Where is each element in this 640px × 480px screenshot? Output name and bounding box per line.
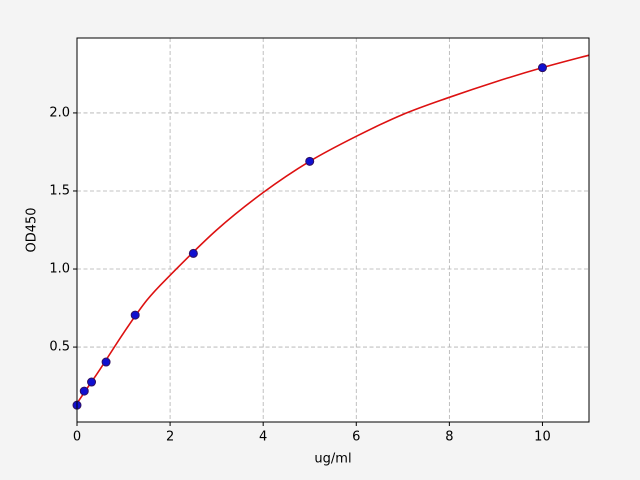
data-point [130,310,140,320]
x-tick-label: 10 [534,430,551,445]
x-tick-label: 2 [166,430,174,445]
x-axis-label: ug/ml [314,452,351,467]
y-tick-label: 1.5 [49,183,70,198]
data-point [305,156,315,166]
x-tick-label: 4 [259,430,267,445]
y-axis-label: OD450 [25,207,40,252]
data-point [537,63,547,73]
y-tick-label: 1.0 [49,262,70,277]
data-point [188,248,198,258]
data-point [87,377,97,387]
x-tick-label: 8 [445,430,453,445]
data-point [101,357,111,367]
plot-area [77,38,589,422]
y-tick-label: 2.0 [49,105,70,120]
x-tick-label: 0 [73,430,81,445]
plot-frame [76,37,590,423]
y-tick-label: 0.5 [49,340,70,355]
data-point [79,386,89,396]
x-tick-label: 6 [352,430,360,445]
